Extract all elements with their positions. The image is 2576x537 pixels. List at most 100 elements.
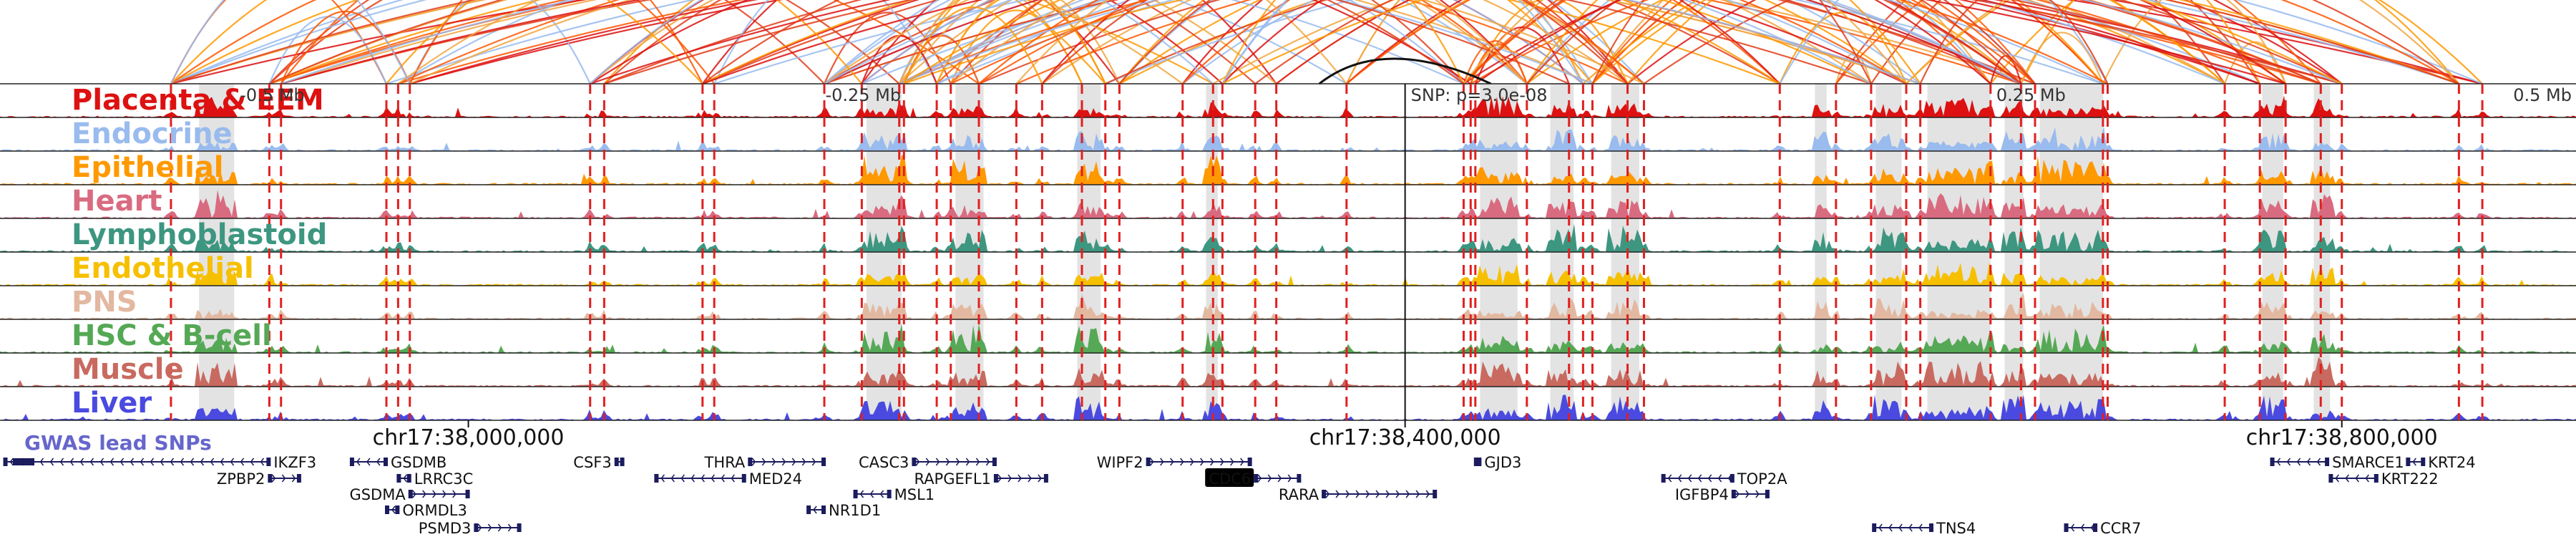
exon (465, 490, 470, 498)
strand-arrow (1707, 474, 1712, 483)
track-label: Heart (72, 185, 162, 218)
track-signal (0, 95, 2576, 117)
distance-tick-label: -0.5 Mb (240, 85, 304, 105)
strand-arrow (2296, 458, 2301, 466)
interaction-arc (1105, 0, 2483, 85)
gene-gsdma: GSDMA (349, 486, 470, 503)
track-endothelial (0, 251, 2576, 286)
interaction-arc (713, 0, 938, 84)
interaction-arc (899, 0, 2104, 84)
strand-arrow (997, 474, 1002, 483)
coordinate-axis: chr17:38,000,000 chr17:38,400,000 chr17:38… (373, 420, 2438, 450)
strand-arrow (1170, 458, 1174, 466)
interaction-arc (1254, 0, 2022, 84)
strand-arrow (1180, 458, 1184, 466)
interaction-arc (1041, 0, 1872, 84)
track-label: Lymphoblastoid (72, 218, 327, 251)
strand-arrow (1345, 490, 1350, 498)
strand-arrow (975, 458, 980, 466)
strand-arrow (751, 458, 756, 466)
interaction-arc (702, 0, 1907, 84)
exon (1433, 490, 1438, 498)
strand-arrow (69, 458, 74, 466)
exon (1322, 490, 1327, 498)
strand-arrow (403, 474, 407, 483)
gene-label: TNS4 (1936, 520, 1976, 537)
strand-arrow (670, 474, 675, 483)
gene-ikzf3: IKZF3 (3, 454, 316, 471)
strand-arrow (2276, 458, 2281, 466)
strand-arrow (1190, 458, 1194, 466)
snp-label: SNP: p=3.0e-08 (1411, 85, 1548, 105)
strand-arrow (1277, 474, 1282, 483)
gene-gsdmb: GSDMB (349, 454, 447, 471)
gene-label: KRT24 (2428, 454, 2475, 471)
strand-arrow (119, 458, 125, 466)
strand-arrow (2365, 474, 2369, 483)
interaction-arc (1870, 0, 2261, 84)
strand-arrow (2286, 458, 2291, 466)
interaction-arc (903, 0, 1780, 84)
strand-arrow (1200, 458, 1204, 466)
strand-arrow (1888, 523, 1893, 532)
strand-arrow (109, 458, 114, 466)
exon (992, 458, 997, 466)
exon (1731, 490, 1736, 498)
exon (993, 474, 998, 483)
track-label: Muscle (72, 353, 184, 386)
interaction-arc (1118, 0, 1594, 84)
gene-label: NR1D1 (829, 502, 881, 519)
exon (2093, 523, 2098, 532)
strand-arrow (935, 458, 940, 466)
exon (887, 490, 892, 498)
interaction-arc (409, 0, 703, 84)
strand-arrow (1018, 474, 1022, 483)
strand-arrow (691, 474, 695, 483)
strand-arrow (945, 458, 950, 466)
strand-arrow (1878, 523, 1883, 532)
gene-rapgefl1: RAPGEFL1 (914, 470, 1048, 488)
interaction-arc (824, 0, 1465, 84)
gene-igfbp4: IGFBP4 (1675, 486, 1770, 503)
strand-arrow (701, 474, 705, 483)
strand-arrow (1898, 523, 1903, 532)
gene-thra: THRA (704, 454, 826, 471)
gene-label: GSDMB (391, 454, 447, 471)
strand-arrow (1908, 523, 1913, 532)
strand-arrow (291, 474, 296, 483)
track-signal (0, 126, 2576, 151)
track-lymphoblastoid (0, 218, 2576, 252)
interaction-arc (1475, 0, 2286, 84)
gene-label: TOP2A (1737, 470, 1787, 488)
interaction-arc (903, 0, 2459, 85)
interaction-arc (1221, 0, 2343, 84)
strand-arrow (985, 458, 990, 466)
gene-casc3: CASC3 (859, 454, 997, 471)
interaction-arc (170, 0, 1872, 85)
track-signal (0, 223, 2576, 252)
exon (266, 458, 271, 466)
interaction-arc (899, 0, 2286, 85)
strand-arrow (1160, 458, 1164, 466)
interaction-arc (898, 0, 1347, 84)
exon (614, 458, 619, 466)
gene-label: MSL1 (894, 486, 935, 503)
strand-arrow (220, 458, 225, 466)
strand-arrow (39, 458, 44, 466)
interaction-arc (603, 0, 1256, 84)
strand-arrow (761, 458, 766, 466)
gene-label: RARA (1279, 486, 1319, 503)
exon (1043, 474, 1048, 483)
gene-label: MED24 (749, 470, 802, 488)
interaction-arc (409, 0, 2343, 85)
strand-arrow (1697, 474, 1702, 483)
exon (2325, 458, 2330, 466)
track-label: HSC & B-cell (72, 319, 272, 352)
strand-arrow (1425, 490, 1430, 498)
strand-arrow (497, 523, 502, 532)
interaction-arc (604, 0, 2321, 85)
interaction-arcs (170, 0, 2483, 85)
track-muscle (0, 352, 2576, 387)
strand-arrow (150, 458, 155, 466)
